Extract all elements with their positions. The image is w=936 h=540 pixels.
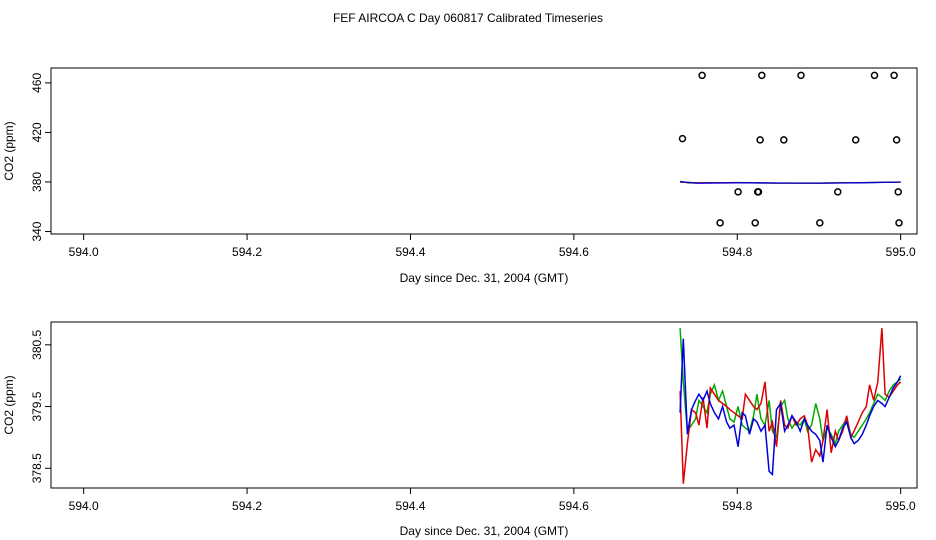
top-data-point — [754, 188, 763, 196]
bottom-x-tick-label: 594.4 — [395, 499, 425, 513]
top-data-point — [870, 71, 879, 80]
top-data-point — [892, 136, 901, 144]
bottom-y-axis-label: CO2 (ppm) — [2, 375, 16, 434]
top-data-point — [894, 188, 902, 196]
top-y-tick-label: 380 — [30, 172, 44, 192]
top-data-point — [851, 136, 860, 144]
top-data-point — [698, 71, 706, 80]
top-x-tick-label: 594.4 — [395, 245, 425, 259]
top-series-lines — [679, 180, 901, 184]
top-x-tick-label: 594.0 — [69, 245, 99, 259]
top-y-tick-label: 460 — [30, 73, 44, 93]
top-y-tick-label: 420 — [30, 122, 44, 142]
top-y-axis-label: CO2 (ppm) — [2, 121, 16, 180]
top-plot-frame — [50, 67, 918, 235]
top-y-axis: 340 380 420 460 — [30, 73, 51, 242]
top-data-point — [678, 134, 687, 143]
bottom-series-lines — [679, 328, 902, 484]
top-x-axis: 594.0 594.2 594.4 594.6 594.8 595.0 — [69, 234, 916, 259]
top-points — [678, 71, 903, 227]
bottom-y-tick-label: 378.5 — [30, 453, 44, 483]
top-panel: 594.0 594.2 594.4 594.6 594.8 595.0 340 380 420… — [2, 67, 918, 285]
top-data-point — [734, 188, 742, 196]
top-x-tick-label: 594.6 — [559, 245, 589, 259]
top-data-point — [816, 219, 824, 227]
top-y-tick-label: 340 — [30, 221, 44, 241]
bottom-x-tick-label: 595.0 — [886, 499, 916, 513]
top-data-point — [890, 71, 898, 80]
bottom-x-tick-label: 594.2 — [232, 499, 262, 513]
bottom-x-tick-label: 594.6 — [559, 499, 589, 513]
top-data-point — [756, 136, 764, 144]
bottom-y-axis: 378.5 379.5 380.5 — [30, 329, 51, 483]
top-data-point — [716, 219, 724, 227]
bottom-y-tick-label: 380.5 — [30, 329, 44, 359]
bottom-series-line — [679, 338, 902, 477]
top-x-axis-label: Day since Dec. 31, 2004 (GMT) — [400, 271, 569, 285]
top-x-tick-label: 594.2 — [232, 245, 262, 259]
bottom-plot-frame — [50, 321, 918, 489]
top-data-point — [751, 219, 759, 227]
top-data-point — [895, 219, 903, 227]
bottom-series-line — [679, 328, 902, 484]
top-series-line — [680, 180, 901, 184]
bottom-series-line — [679, 328, 902, 446]
top-data-point — [797, 71, 805, 80]
bottom-x-axis-label: Day since Dec. 31, 2004 (GMT) — [400, 524, 569, 538]
bottom-x-axis: 594.0 594.2 594.4 594.6 594.8 595.0 — [69, 488, 916, 513]
top-x-tick-label: 595.0 — [886, 245, 916, 259]
bottom-x-tick-label: 594.8 — [722, 499, 752, 513]
top-data-point — [780, 136, 788, 144]
top-x-tick-label: 594.8 — [722, 245, 752, 259]
top-data-point — [834, 188, 842, 196]
figure-title: FEF AIRCOA C Day 060817 Calibrated Times… — [333, 11, 603, 25]
bottom-panel: 594.0 594.2 594.4 594.6 594.8 595.0 378.5 379.… — [2, 321, 918, 538]
bottom-y-tick-label: 379.5 — [30, 391, 44, 421]
top-data-point — [758, 71, 766, 80]
bottom-x-tick-label: 594.0 — [69, 499, 99, 513]
